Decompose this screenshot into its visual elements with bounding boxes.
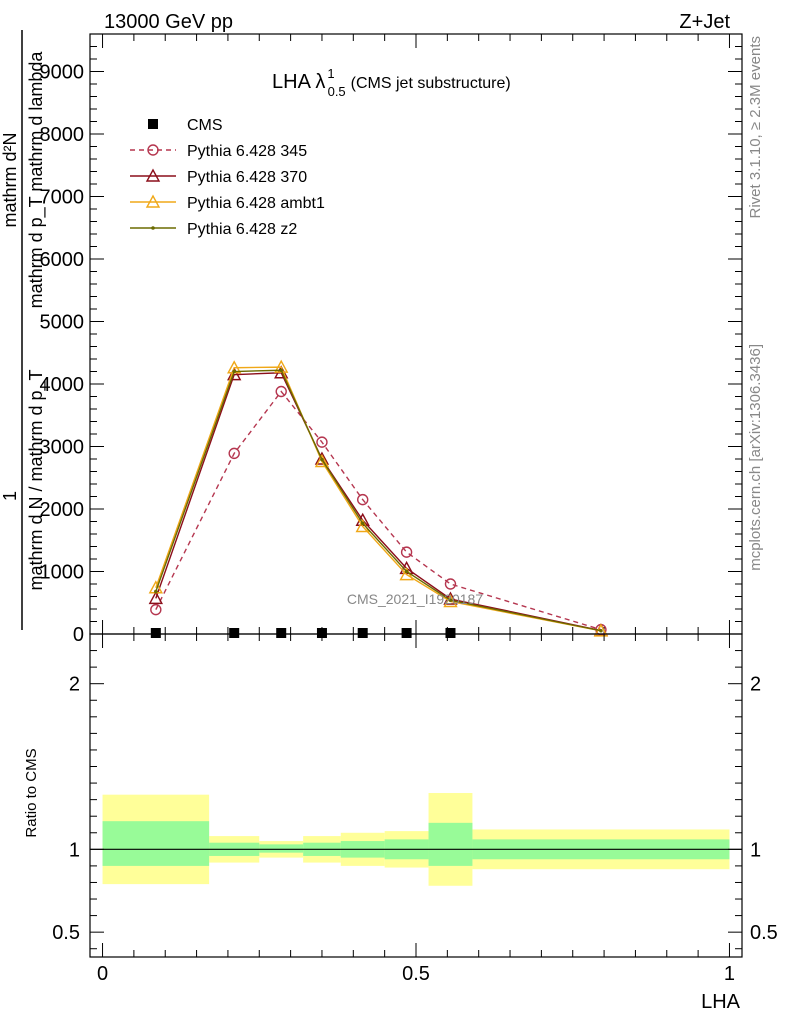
y-tick-label: 3000 (40, 437, 85, 459)
data-point (154, 589, 158, 594)
legend-entry: Pythia 6.428 370 (130, 168, 307, 186)
legend: CMS Pythia 6.428 345 Pythia 6.428 370 Pythi… (130, 117, 325, 238)
ratio-y-label: Ratio to CMS (23, 748, 40, 837)
ratio-y-tick-label-right: 2 (750, 674, 761, 696)
y-tick-label: 9000 (40, 62, 85, 84)
x-tick-label: 0.5 (402, 963, 430, 985)
data-point (276, 628, 287, 638)
ratio-y-tick-label-left: 2 (69, 674, 80, 696)
main-plot-series (148, 359, 609, 638)
header-left-label: 13000 GeV pp (104, 11, 233, 33)
data-point (599, 628, 603, 633)
data-point (274, 359, 289, 373)
plot-subtitle: (CMS jet substructure) (351, 75, 511, 92)
ratio-y-tick-label-left: 1 (69, 839, 80, 861)
stat-uncertainty-band (102, 821, 210, 866)
y-tick-label: 1000 (40, 562, 85, 584)
series-line (155, 372, 602, 632)
data-point (404, 569, 409, 574)
series-line (155, 366, 602, 632)
data-point (445, 628, 456, 638)
data-point (229, 628, 240, 638)
y-tick-label: 6000 (40, 249, 85, 271)
data-point (150, 603, 162, 616)
y-tick-label: 8000 (40, 124, 85, 146)
ratio-y-tick-label-right: 1 (750, 839, 761, 861)
legend-entry: Pythia 6.428 345 (130, 143, 307, 160)
ratio-y-tick-label-left: 0.5 (52, 922, 80, 944)
x-tick-label: 1 (724, 963, 735, 985)
plot-title: LHA λ 1 0.5 (CMS jet substructure) (272, 66, 511, 99)
legend-entry: CMS (148, 117, 223, 134)
legend-marker (151, 226, 155, 230)
data-point (279, 368, 284, 373)
data-point (150, 628, 161, 638)
y-tick-label: 2000 (40, 499, 85, 521)
main-y-label-prefix: 1 (0, 491, 20, 501)
plot-title-main: LHA λ (272, 71, 325, 93)
data-point (316, 436, 328, 448)
legend-marker (147, 144, 159, 156)
main-y-label: 1 mathrm d²N mathrm d p_T mathrm d lambd… (0, 30, 47, 630)
legend-label: CMS (187, 117, 223, 134)
data-point (360, 521, 365, 526)
header-right-label: Z+Jet (679, 11, 730, 33)
y-tick-label: 7000 (40, 187, 85, 209)
legend-label: Pythia 6.428 ambt1 (187, 195, 325, 212)
data-point (357, 493, 369, 506)
data-point (320, 457, 324, 462)
legend-label: Pythia 6.428 345 (187, 143, 307, 160)
ratio-y-tick-label-right: 0.5 (750, 922, 778, 944)
ratio-bands (90, 793, 742, 886)
data-point (316, 628, 327, 638)
legend-entry: Pythia 6.428 z2 (130, 221, 297, 238)
data-point (228, 447, 240, 460)
analysis-watermark: CMS_2021_I1920187 (347, 591, 483, 607)
main-y-label-prefix-denominator: mathrm d N / mathrm d p_T (26, 369, 47, 590)
data-point (357, 628, 368, 638)
main-plot-axes: 0 1000 2000 3000 4000 5000 6000 7000 8000 9000 (40, 33, 743, 646)
ratio-axes: 0.5 0.5 1 1 2 2 0 0.5 1 (52, 633, 778, 985)
x-tick-label: 0 (97, 963, 108, 985)
data-point (314, 451, 330, 465)
series-4 (154, 368, 603, 633)
y-tick-label: 5000 (40, 312, 85, 334)
series-line (155, 390, 602, 631)
data-point (400, 546, 413, 558)
main-y-label-numerator: mathrm d²N (0, 132, 20, 227)
data-point (232, 369, 236, 374)
series-1 (150, 385, 607, 636)
legend-marker (148, 119, 158, 129)
stat-uncertainty-band (428, 822, 473, 866)
legend-marker (145, 194, 161, 208)
x-axis-label: LHA (701, 991, 741, 1013)
svg-text:LHA λ10.5(CMS jet substructure: LHA λ 1 0.5 (CMS jet substructure) (272, 66, 511, 99)
mcplots-label: mcplots.cern.ch [arXiv:1306.3436] (747, 344, 764, 571)
series-0 (150, 628, 456, 638)
data-point (401, 628, 412, 638)
rivet-version-label: Rivet 3.1.10, ≥ 2.3M events (747, 36, 764, 219)
y-tick-label: 4000 (40, 374, 85, 396)
legend-label: Pythia 6.428 370 (187, 169, 307, 186)
data-point (448, 598, 453, 603)
data-point (275, 385, 287, 398)
plot-title-superscript: 1 (327, 66, 334, 81)
stat-uncertainty-band (259, 844, 304, 853)
plot-title-subscript: 0.5 (328, 84, 346, 99)
legend-entry: Pythia 6.428 ambt1 (130, 194, 325, 212)
y-tick-label: 0 (73, 624, 84, 646)
data-point (444, 578, 457, 590)
legend-label: Pythia 6.428 z2 (187, 221, 297, 238)
data-point (314, 454, 330, 468)
main-y-label-denominator: mathrm d p_T mathrm d lambda (26, 51, 47, 309)
series-line (155, 369, 602, 632)
data-point (148, 590, 164, 605)
legend-marker (145, 168, 161, 182)
